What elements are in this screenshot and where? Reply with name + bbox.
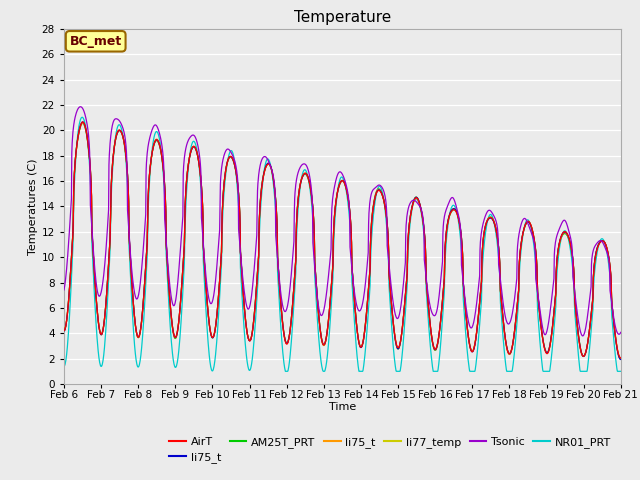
Title: Temperature: Temperature [294, 10, 391, 25]
Legend: AirT, li75_t, AM25T_PRT, li75_t, li77_temp, Tsonic, NR01_PRT: AirT, li75_t, AM25T_PRT, li75_t, li77_te… [165, 432, 615, 468]
Text: BC_met: BC_met [70, 35, 122, 48]
Y-axis label: Temperatures (C): Temperatures (C) [28, 158, 38, 255]
X-axis label: Time: Time [329, 402, 356, 412]
